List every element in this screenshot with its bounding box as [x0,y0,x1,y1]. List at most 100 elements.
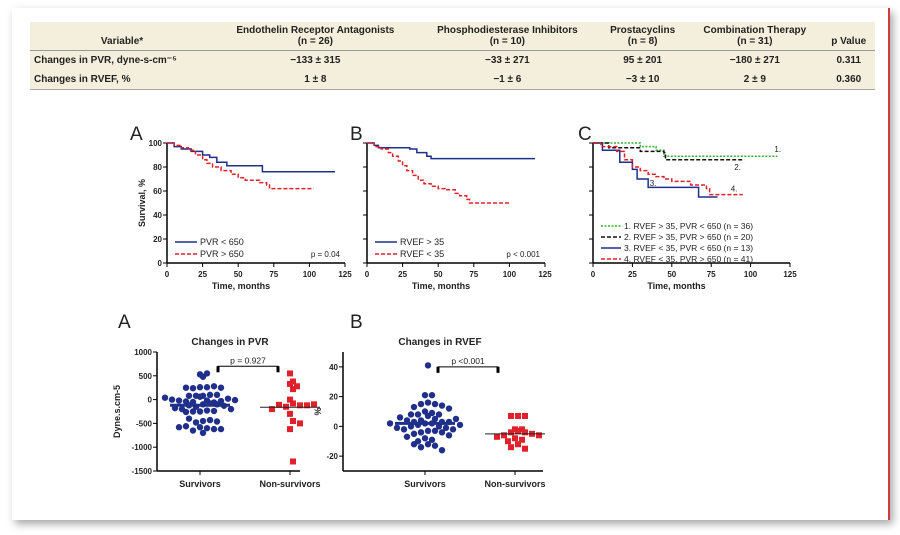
x-tick-label: 50 [434,270,443,279]
data-point [417,444,425,451]
y-tick-label: -20 [326,452,338,461]
data-point [424,362,432,369]
data-point [189,427,197,434]
p-value: p = 0.04 [311,250,341,259]
col-pde: Phosphodiesterase Inhibitors (n = 10) [416,22,599,51]
data-point [182,423,190,430]
data-point [203,424,211,432]
data-point [182,408,190,416]
data-point [196,384,204,391]
header-label: Combination Therapy [703,25,807,36]
x-tick-label: 25 [198,270,207,279]
x-tick-label: 50 [234,270,243,279]
data-point [407,411,415,418]
chart-title: Changes in PVR [191,337,269,348]
data-point [424,441,432,448]
header-label: Endothelin Receptor Antagonists [236,25,395,36]
header-n: (n = 26) [297,36,334,47]
data-point [417,429,425,436]
data-point [417,400,425,408]
table-row: Changes in PVR, dyne-s-cm⁻⁵ −133 ± 315 −33… [30,51,875,71]
data-point [196,408,204,415]
survival-curve [167,142,314,190]
data-point [522,429,528,436]
x-tick-label: 100 [744,270,758,279]
data-point [182,384,190,391]
data-point [287,396,293,403]
cell: −33 ± 271 [485,55,530,66]
data-point [203,407,211,414]
data-point [161,394,169,401]
x-axis-label: Time, months [647,281,705,291]
data-point [505,438,511,445]
data-point [515,412,521,419]
data-point [199,417,207,425]
x-axis-label: Time, months [412,281,470,291]
data-point [189,384,197,392]
cell: −133 ± 315 [290,55,341,66]
x-tick-label: 75 [469,270,478,279]
data-point [231,396,239,404]
cell: Changes in RVEF, % [30,70,215,90]
survival-curve [593,142,743,196]
y-tick-label: 1000 [134,348,152,357]
data-point [421,391,429,399]
data-point [224,395,232,402]
data-point [428,391,436,399]
legend-label: PVR > 650 [200,249,244,259]
data-point [438,429,446,436]
x-tick-label: 0 [365,270,370,279]
table-header-row: Variable* Endothelin Receptor Antagonist… [30,22,875,51]
p-value: p = 0.927 [230,355,266,365]
y-axis-label: % [313,407,323,415]
cell: −180 ± 271 [729,55,780,66]
survival-curve [367,142,510,204]
x-tick-label: 100 [503,270,517,279]
data-point [424,399,432,406]
header-n: (n = 8) [627,36,658,47]
x-tick-label: 125 [338,270,352,279]
curve-tag: 3. [650,179,657,188]
y-tick-label: 0 [158,259,163,268]
data-point [522,412,528,419]
data-point [428,436,436,443]
data-point [290,458,296,465]
data-point [414,411,422,418]
chart-title: Changes in RVEF [398,337,481,348]
data-point [508,429,514,436]
treatment-table: Variable* Endothelin Receptor Antagonist… [30,22,875,90]
curve-tag: 4. [731,185,738,194]
cell: 1 ± 8 [214,70,417,90]
data-point [185,415,193,422]
data-point [512,435,518,442]
p-value: p <0.001 [451,356,485,366]
data-point [192,392,200,399]
panel-letter: A [130,124,143,145]
col-era: Endothelin Receptor Antagonists (n = 26) [214,22,417,51]
header-label: Variable* [100,36,144,47]
survival-curve [593,142,778,157]
x-tick-label: 125 [538,270,552,279]
cell: 2 ± 9 [687,70,823,90]
data-point [290,400,296,407]
data-point [410,430,418,438]
data-point [431,427,439,435]
x-tick-label: 0 [591,270,596,279]
category-label: Survivors [404,479,446,489]
col-pvalue: p Value [822,22,875,51]
data-point [213,418,221,425]
data-point [196,424,204,431]
data-point [210,383,218,390]
bracket-end [436,366,440,373]
data-point [185,392,193,399]
y-tick-label: 500 [139,372,153,381]
y-axis-label: Survival, % [137,179,147,227]
data-point [199,429,207,437]
x-tick-label: 75 [707,270,716,279]
y-tick-label: 0 [148,396,153,405]
data-point [227,405,235,413]
data-point [297,420,303,427]
cell: 0.360 [822,70,875,90]
data-point [217,425,225,433]
